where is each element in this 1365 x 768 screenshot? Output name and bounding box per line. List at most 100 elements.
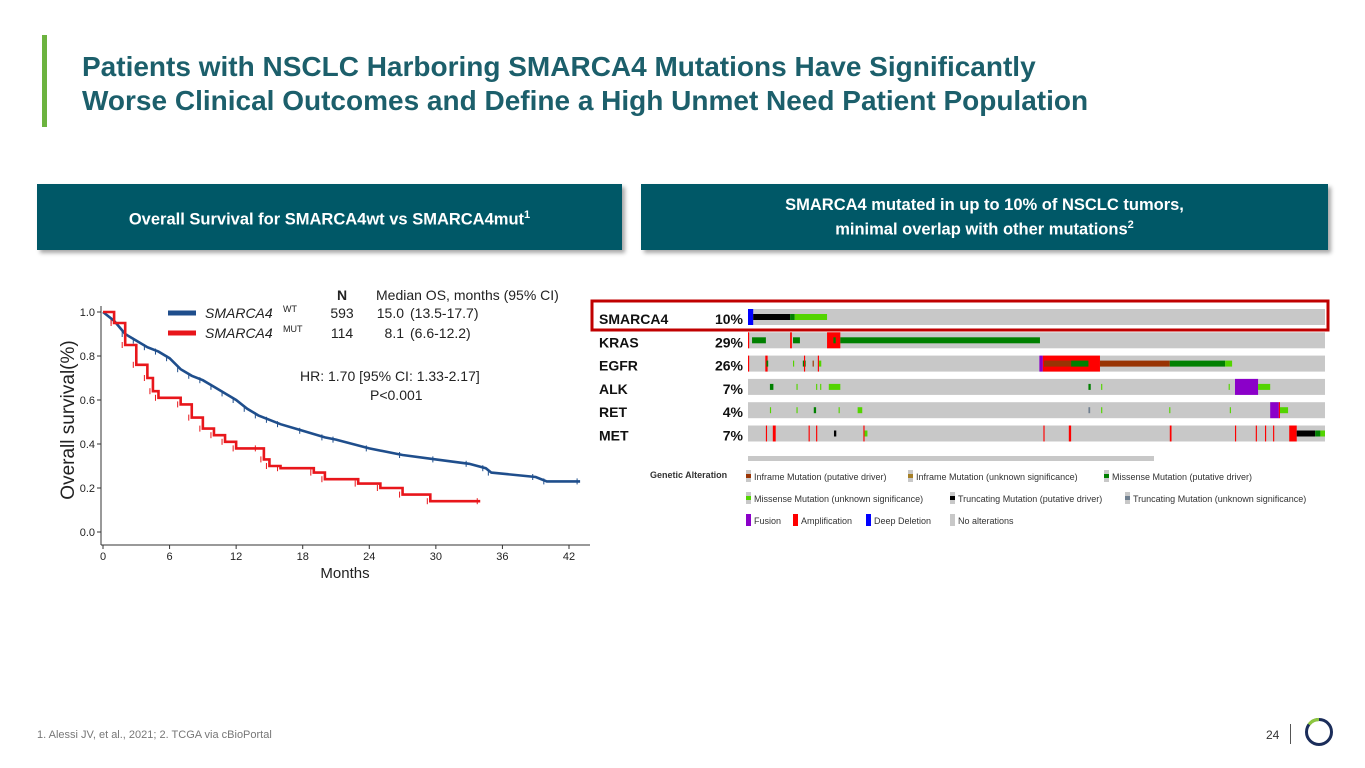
alteration-amplification xyxy=(1255,425,1257,442)
alteration-missense-us xyxy=(838,407,840,414)
alteration-amplification xyxy=(1068,425,1072,442)
legend-swatch xyxy=(746,496,751,500)
x-axis-label: Months xyxy=(320,565,369,582)
alteration-fusion xyxy=(1270,402,1279,419)
legend-swatch xyxy=(1125,496,1130,500)
legend-header-median: Median OS, months (95% CI) xyxy=(376,287,559,303)
x-tick-label: 36 xyxy=(496,551,508,563)
footnote-ref: 1 xyxy=(524,208,531,221)
footnote-ref: 2 xyxy=(1127,218,1134,231)
x-tick-label: 12 xyxy=(230,551,242,563)
p-value-annotation: P<0.001 xyxy=(370,387,423,403)
legend-swatch xyxy=(1104,474,1109,478)
track-ret xyxy=(748,402,1325,419)
alteration-missense-us xyxy=(820,383,822,390)
alteration-amplification xyxy=(748,355,750,372)
gene-percent: 4% xyxy=(723,404,744,420)
y-tick-label: 0.4 xyxy=(80,439,95,451)
alteration-fusion xyxy=(1234,378,1259,395)
gene-percent: 26% xyxy=(715,358,744,374)
alteration-truncating-pd xyxy=(753,314,791,320)
alteration-missense-us xyxy=(1101,407,1103,414)
oncoprint-scrollbar[interactable] xyxy=(748,456,1154,461)
alteration-missense-pd xyxy=(1315,430,1321,437)
alteration-missense-us xyxy=(794,314,828,320)
alteration-missense-us xyxy=(864,430,868,437)
alteration-amplification xyxy=(808,425,810,442)
alteration-amplification xyxy=(790,332,792,349)
alteration-missense-us xyxy=(796,407,798,414)
footnote: 1. Alessi JV, et al., 2021; 2. TCGA via … xyxy=(37,729,272,741)
alteration-missense-us xyxy=(769,407,772,414)
legend-n: 114 xyxy=(331,325,354,341)
alteration-missense-pd xyxy=(1169,360,1226,367)
x-tick-label: 30 xyxy=(430,551,442,563)
track-alk xyxy=(748,378,1325,395)
legend-label: Inframe Mutation (unknown significance) xyxy=(916,472,1078,482)
km-survival-chart: 0 6 12 18 24 30 36 42 0.0 0.2 0.4 0.6 0.8 1.0 Months Ov… xyxy=(58,287,590,582)
legend-label-sup: WT xyxy=(283,304,297,314)
alteration-missense-us xyxy=(828,383,841,390)
y-tick-label: 0.0 xyxy=(80,527,95,539)
alteration-missense-us xyxy=(1101,383,1103,390)
smarca4-highlight-box xyxy=(590,299,1330,332)
alteration-deep-deletion xyxy=(748,309,754,325)
alteration-amplification xyxy=(863,425,865,442)
legend-median: 8.1 xyxy=(385,325,405,341)
legend-ci: (13.5-17.7) xyxy=(410,305,478,321)
alteration-missense-pd xyxy=(840,337,1040,344)
right-header-line-2: minimal overlap with other mutations xyxy=(835,220,1128,239)
legend-header-n: N xyxy=(337,287,347,303)
alteration-amplification xyxy=(765,425,768,442)
title-line-1: Patients with NSCLC Harboring SMARCA4 Mu… xyxy=(82,51,1036,82)
gene-label: RET xyxy=(599,404,627,420)
alteration-missense-us xyxy=(857,407,863,414)
y-tick-label: 0.6 xyxy=(80,395,95,407)
gene-label: ALK xyxy=(599,381,628,397)
legend-label: Truncating Mutation (putative driver) xyxy=(958,494,1102,504)
title-accent-bar xyxy=(42,35,47,127)
alteration-inframe-pd xyxy=(1044,360,1072,367)
km-curve-mut xyxy=(103,310,481,503)
km-curve-wt xyxy=(102,310,581,483)
legend-label: No alterations xyxy=(958,516,1014,526)
legend-label: Deep Deletion xyxy=(874,516,931,526)
alteration-missense-us xyxy=(816,383,818,390)
alteration-truncating-pd xyxy=(833,430,837,437)
alteration-amplification xyxy=(1289,425,1297,442)
legend-swatch xyxy=(793,514,798,526)
alteration-missense-pd xyxy=(766,360,769,367)
left-header-text: Overall Survival for SMARCA4wt vs SMARCA… xyxy=(128,210,525,229)
x-tick-label: 0 xyxy=(100,551,106,563)
x-tick-label: 42 xyxy=(563,551,575,563)
legend-label: Inframe Mutation (putative driver) xyxy=(754,472,887,482)
alteration-truncating-pd xyxy=(1296,430,1316,437)
track-egfr xyxy=(748,355,1325,372)
legend-label: Missense Mutation (putative driver) xyxy=(1112,472,1252,482)
alteration-missense-pd xyxy=(833,337,836,344)
alteration-missense-us xyxy=(1169,407,1171,414)
alteration-amplification xyxy=(803,355,806,372)
alteration-missense-us xyxy=(796,383,798,390)
alteration-missense-pd xyxy=(790,314,795,320)
alteration-inframe-pd xyxy=(1099,360,1170,367)
legend-swatch xyxy=(908,474,913,478)
legend-label: Amplification xyxy=(801,516,852,526)
alteration-fusion xyxy=(1039,355,1043,372)
page-number: 24 xyxy=(1266,728,1280,742)
track-smarca4 xyxy=(748,309,1325,325)
alteration-missense-us xyxy=(1279,407,1289,414)
x-tick-label: 24 xyxy=(363,551,375,563)
alteration-amplification xyxy=(1169,425,1172,442)
slide-title: Patients with NSCLC Harboring SMARCA4 Mu… xyxy=(82,50,1088,118)
alteration-amplification xyxy=(1043,425,1045,442)
company-logo-icon xyxy=(1305,717,1333,746)
right-header-line-1: SMARCA4 mutated in up to 10% of NSCLC tu… xyxy=(785,195,1184,214)
alteration-missense-pd xyxy=(793,337,800,344)
legend-swatch xyxy=(950,514,955,526)
alteration-missense-pd xyxy=(813,407,817,414)
right-section-header: SMARCA4 mutated in up to 10% of NSCLC tu… xyxy=(641,184,1328,250)
title-line-2: Worse Clinical Outcomes and Define a Hig… xyxy=(82,85,1089,116)
left-section-header: Overall Survival for SMARCA4wt vs SMARCA… xyxy=(37,184,622,250)
track-met xyxy=(748,425,1325,442)
